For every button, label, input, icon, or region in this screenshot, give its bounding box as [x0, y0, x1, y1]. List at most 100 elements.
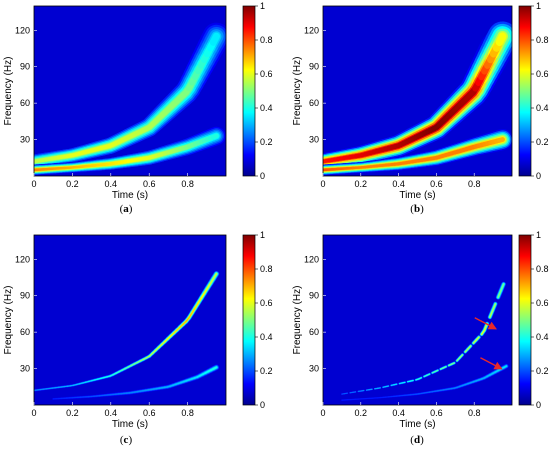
ridge-1-segment [442, 366, 447, 369]
red-arrow-annotation [480, 357, 503, 370]
colorbar-tick-label: 0.6 [260, 298, 273, 308]
colorbar-tick-label: 0.4 [536, 332, 549, 342]
plot-frame [33, 5, 227, 177]
x-tick-label: 0.2 [66, 408, 79, 418]
ridge-1-segment [121, 368, 126, 371]
colorbar-tick-label: 0.4 [260, 332, 273, 342]
ridge-1-segment [127, 364, 132, 368]
y-axis-label: Frequency (Hz) [292, 57, 303, 126]
panel-a: 0 0.2 0.4 0.6 0.8 30 60 90 120 Time (s) Frequency … [3, 1, 273, 215]
ridge-1-segment [149, 352, 154, 357]
x-tick-label: 0.2 [355, 179, 368, 189]
ridge-1-segment [212, 273, 218, 280]
colorbar-tick-label: 0.8 [260, 264, 273, 274]
y-tick-label: 90 [20, 291, 30, 301]
y-tick-label: 120 [304, 254, 319, 264]
x-tick-label: 0.4 [105, 179, 118, 189]
x-tick-label: 0.4 [392, 179, 405, 189]
y-tick-label: 60 [309, 98, 319, 108]
ridge-1-segment [176, 326, 181, 331]
x-tick-label: 0.6 [430, 408, 443, 418]
colorbar-tick-label: 0 [260, 400, 265, 410]
x-tick-label: 0.6 [430, 179, 443, 189]
ridge-1-segment [497, 290, 502, 298]
y-tick-label: 30 [20, 135, 30, 145]
y-tick-label: 30 [309, 364, 319, 374]
ridge-1-segment [459, 354, 463, 359]
ridge-1-segment [440, 367, 444, 370]
panel-d: 0 0.2 0.4 0.6 0.8 30 60 90 120 Time (s) Frequency … [292, 230, 549, 446]
y-axis-label: Frequency (Hz) [3, 286, 14, 355]
ridge-1-segment [401, 381, 406, 384]
ridge-1-segment [173, 329, 178, 334]
ridge-1-segment [179, 323, 184, 328]
colorbar-tick-label: 0 [536, 400, 541, 410]
colorbar-tick-label: 1 [260, 230, 265, 240]
colorbar-tick-label: 0.6 [260, 69, 273, 79]
y-tick-label: 60 [309, 327, 319, 337]
ridge-1-segment [431, 371, 436, 374]
x-axis-label: Time (s) [399, 419, 435, 430]
colorbar-tick-label: 0.2 [260, 137, 273, 147]
ridge-1-segment [472, 339, 477, 344]
heatmap-cells [323, 21, 512, 176]
ridge-1-segment [164, 338, 169, 343]
y-tick-label: 120 [15, 254, 30, 264]
x-tick-label: 0.8 [181, 179, 194, 189]
ridge-1-segment [136, 360, 141, 363]
ridge-1-segment [118, 369, 123, 373]
y-tick-label: 30 [20, 364, 30, 374]
x-tick-label: 0.8 [468, 408, 481, 418]
colorbar-tick-label: 0.6 [536, 298, 549, 308]
ridge-1-segment [409, 379, 414, 382]
ridge-2-segment [502, 365, 507, 369]
colorbar-tick-label: 0 [536, 171, 541, 181]
y-tick-label: 90 [309, 62, 319, 72]
x-axis-label: Time (s) [399, 190, 435, 201]
x-tick-label: 0 [320, 408, 325, 418]
ridge-1-segment [385, 385, 389, 388]
ridge-1-segment [142, 357, 147, 360]
ridge-1-segment [161, 341, 166, 346]
ridge-1-segment [203, 287, 208, 295]
ridge-1-segment [194, 302, 199, 309]
heatmap-cells [34, 22, 226, 176]
y-tick-label: 120 [304, 25, 319, 35]
colorbar-tick-label: 1 [536, 1, 541, 11]
ridge-1-segment [112, 372, 117, 376]
y-tick-label: 90 [20, 62, 30, 72]
x-axis-label: Time (s) [112, 419, 148, 430]
ridge-1-segment [448, 363, 453, 366]
ridge-1-segment [97, 377, 102, 380]
ridge-1-segment [139, 358, 144, 362]
colorbar-tick-label: 0.6 [536, 69, 549, 79]
colorbar [242, 234, 256, 406]
y-axis-label: Frequency (Hz) [3, 57, 14, 126]
ridge-1-segment [489, 309, 494, 318]
panel-caption: (a) [120, 203, 133, 215]
ridge-1-segment [434, 369, 439, 373]
colorbar-tick-label: 0.8 [536, 264, 549, 274]
ridge-1-segment [167, 335, 172, 340]
y-tick-label: 60 [20, 98, 30, 108]
ridge-1-segment [451, 362, 455, 365]
colorbar-tick-label: 0.8 [260, 35, 273, 45]
ridge-1-segment [200, 292, 205, 299]
ridge-1-segment [106, 375, 111, 378]
ridge-1-segment [133, 361, 138, 365]
colorbar-tick-label: 1 [260, 1, 265, 11]
ridge-1-segment [152, 349, 157, 354]
y-tick-label: 30 [309, 135, 319, 145]
panel-caption: (d) [410, 434, 424, 446]
colorbar-tick-label: 0.2 [260, 366, 273, 376]
plot-frame [33, 234, 227, 406]
ridge-1-segment [109, 374, 114, 377]
ridge-1-segment [185, 317, 190, 323]
red-arrow-annotation [474, 317, 498, 330]
ridge-1-segment [456, 357, 461, 362]
ridge-1-segment [155, 346, 160, 351]
colorbar-tick-label: 0.8 [536, 35, 549, 45]
colorbar-tick-label: 1 [536, 230, 541, 240]
ridge-1-segment [79, 382, 84, 385]
